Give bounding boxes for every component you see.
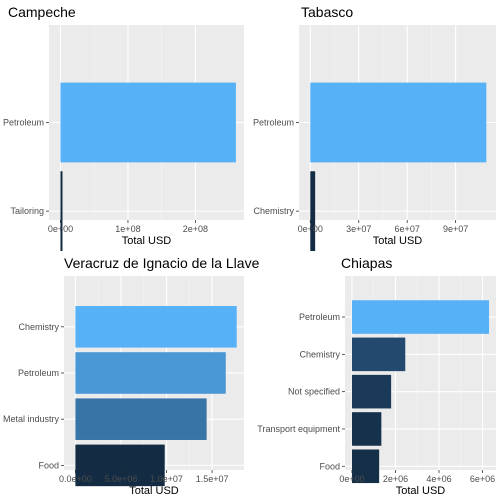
y-tick-label: Chemistry [18,322,59,332]
bar-tailoring [60,171,63,252]
x-tick-label: 0e+00 [298,224,323,234]
bar-petroleum [60,82,236,163]
x-tick-label: 1.5e+07 [196,474,229,484]
x-tick-label: 1e+08 [115,224,140,234]
y-tick-label: Petroleum [299,312,340,322]
bar-petroleum [75,352,226,394]
y-tick-label: Chemistry [253,206,294,216]
panel-0: Petroleum Tailoring 0e+00 1e+08 2e+08 Total U… [3,4,244,252]
x-tick-label: 0e+00 [48,224,73,234]
x-tick-label: 3e+07 [346,224,371,234]
x-tick-label: 2e+06 [383,474,408,484]
bar-metal-industry [75,398,207,440]
bar-chemistry [351,337,406,372]
x-tick-label: 5.0e+06 [105,474,138,484]
y-tick-label: Metal industry [3,414,60,424]
bar-chemistry [310,171,316,252]
x-tick-label: 0.0e+00 [59,474,92,484]
x-axis-title: Total USD [373,235,423,247]
panel-title: Chiapas [341,255,392,271]
bar-food [75,444,165,487]
panel-title: Campeche [8,4,76,20]
x-tick-label: 0e+00 [339,474,364,484]
y-tick-label: Petroleum [18,368,59,378]
bar-food [351,449,380,484]
bar-transport-equipment [351,412,382,446]
bar-petroleum [351,300,490,334]
x-tick-label: 4e+06 [426,474,451,484]
bar-petroleum [310,82,487,163]
y-tick-label: Petroleum [3,118,44,128]
panel-title: Tabasco [301,4,353,20]
x-tick-label: 2e+08 [183,224,208,234]
y-tick-label: Petroleum [253,118,294,128]
panel-2: Chemistry Petroleum Metal industry Food0.0e… [3,255,260,497]
x-tick-label: 6e+07 [395,224,420,234]
x-axis-title: Total USD [122,235,172,247]
y-tick-label: Food [319,461,340,471]
y-tick-label: Chemistry [299,349,340,359]
y-tick-label: Not specified [288,387,340,397]
bar-chemistry [75,306,237,348]
x-axis-title: Total USD [129,485,179,497]
panel-title: Veracruz de Ignacio de la Llave [64,255,260,271]
panel-3: Petroleum Chemistry Not specified Transport… [257,255,496,497]
bar-not-specified [351,374,392,409]
x-axis-title: Total USD [396,485,446,497]
x-tick-label: 1.0e+07 [150,474,183,484]
y-tick-label: Transport equipment [257,424,340,434]
x-tick-label: 6e+06 [470,474,495,484]
y-tick-label: Tailoring [10,206,44,216]
y-tick-label: Food [38,460,59,470]
x-tick-label: 9e+07 [443,224,468,234]
panel-1: Petroleum Chemistry 0e+00 3e+07 6e+07 9e+07 To… [253,4,496,252]
